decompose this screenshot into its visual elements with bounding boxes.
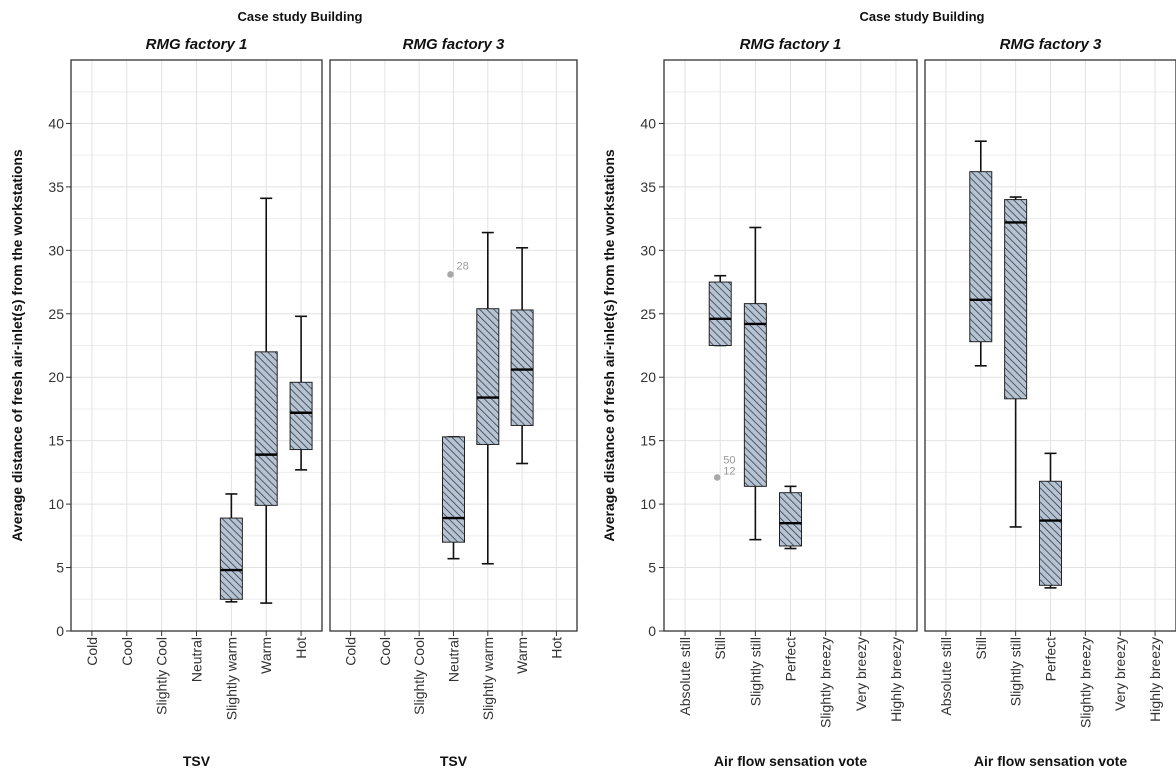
box-iqr	[708, 281, 732, 346]
x-tick-label: Neutral	[189, 637, 205, 682]
outlier-label: 50 12	[723, 454, 735, 477]
panel-title: RMG factory 1	[146, 36, 248, 53]
x-tick-label: Hot	[293, 637, 309, 659]
box-perfect	[779, 485, 802, 550]
y-tick-label: 25	[640, 306, 656, 322]
y-axis-label: Average distance of fresh air-inlet(s) f…	[601, 149, 617, 542]
x-axis-label: Air flow sensation vote	[714, 753, 867, 769]
y-tick-label: 30	[48, 242, 64, 258]
x-tick-label: Warm	[258, 637, 274, 674]
box-iqr	[254, 351, 278, 506]
x-tick-label: Highly breezy	[1147, 637, 1163, 722]
x-tick-label: Highly breezy	[888, 637, 904, 722]
x-tick-label: Slightly warm	[223, 637, 239, 720]
y-tick-label: 25	[48, 306, 64, 322]
box-warm	[254, 197, 278, 604]
box-iqr	[743, 303, 767, 487]
outlier-point	[447, 271, 454, 278]
y-tick-label: 0	[56, 623, 64, 639]
x-tick-label: Cool	[377, 637, 393, 666]
box-iqr	[476, 308, 500, 445]
x-tick-label: Slightly breezy	[818, 637, 834, 728]
x-axis-label: TSV	[183, 753, 211, 769]
y-tick-label: 40	[48, 115, 64, 131]
box-slightly-warm	[219, 493, 243, 603]
box-iqr	[219, 517, 243, 600]
y-tick-label: 20	[640, 369, 656, 385]
box-still	[969, 140, 993, 367]
panel-border	[924, 59, 1176, 632]
x-tick-label: Slightly Cool	[411, 637, 427, 715]
y-tick-label: 0	[648, 623, 656, 639]
y-axis-label: Average distance of fresh air-inlet(s) f…	[9, 149, 25, 542]
panel-grid	[71, 59, 322, 632]
y-tick-label: 10	[640, 496, 656, 512]
box-iqr	[442, 436, 465, 543]
x-tick-label: Very breezy	[1112, 637, 1128, 711]
x-axis-label: TSV	[440, 753, 468, 769]
x-tick-label: Perfect	[783, 637, 799, 681]
box-hot	[289, 315, 313, 471]
x-tick-label: Cold	[84, 637, 100, 666]
x-tick-label: Very breezy	[853, 637, 869, 711]
box-warm	[510, 246, 534, 465]
outlier-label-line: 12	[723, 465, 735, 477]
panel-title: RMG factory 1	[740, 36, 842, 53]
outlier-label-line: 50	[723, 454, 735, 466]
box-slightly-still	[743, 226, 767, 541]
outlier-label: 28	[457, 260, 469, 272]
box-perfect	[1039, 452, 1062, 589]
x-tick-label: Absolute still	[677, 637, 693, 716]
x-tick-label: Cold	[343, 637, 359, 666]
x-tick-label: Neutral	[446, 637, 462, 682]
box-neutral	[442, 436, 465, 560]
y-tick-label: 15	[48, 433, 64, 449]
box-slightly-still	[1004, 196, 1028, 528]
x-tick-label: Absolute still	[938, 637, 954, 716]
y-tick-label: 35	[640, 179, 656, 195]
y-tick-label: 20	[48, 369, 64, 385]
y-tick-label: 10	[48, 496, 64, 512]
box-still	[708, 274, 732, 347]
x-tick-label: Hot	[548, 637, 564, 659]
x-tick-label: Perfect	[1043, 637, 1059, 681]
x-tick-label: Slightly still	[747, 637, 763, 706]
panel-border	[70, 59, 323, 632]
box-iqr	[779, 492, 802, 547]
box-iqr	[510, 309, 534, 426]
chart-super-title: Case study Building	[860, 9, 985, 24]
y-tick-label: 15	[640, 433, 656, 449]
x-tick-label: Slightly Cool	[154, 637, 170, 715]
x-tick-label: Still	[712, 637, 728, 660]
box-slightly-warm	[476, 231, 500, 565]
y-tick-label: 5	[56, 560, 64, 576]
chart-super-title: Case study Building	[238, 9, 363, 24]
x-tick-label: Warm	[514, 637, 530, 674]
panel-title: RMG factory 3	[403, 36, 505, 53]
x-axis-label: Air flow sensation vote	[974, 753, 1127, 769]
panel-border	[663, 59, 918, 632]
y-tick-label: 5	[648, 560, 656, 576]
y-tick-label: 35	[48, 179, 64, 195]
x-tick-label: Cool	[119, 637, 135, 666]
y-tick-label: 30	[640, 242, 656, 258]
x-tick-label: Still	[973, 637, 989, 660]
box-iqr	[969, 171, 993, 343]
box-iqr	[1039, 480, 1062, 586]
x-tick-label: Slightly still	[1008, 637, 1024, 706]
x-tick-label: Slightly breezy	[1077, 637, 1093, 728]
box-iqr	[1004, 199, 1028, 400]
y-tick-label: 40	[640, 115, 656, 131]
x-tick-label: Slightly warm	[480, 637, 496, 720]
box-iqr	[289, 381, 313, 451]
outlier-point	[713, 474, 721, 481]
panel-title: RMG factory 3	[1000, 36, 1102, 53]
panel-border	[329, 59, 578, 632]
